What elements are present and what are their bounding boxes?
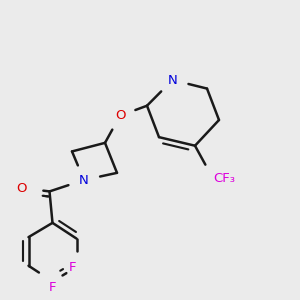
Text: N: N [168, 74, 177, 86]
Text: N: N [79, 173, 89, 187]
Text: O: O [115, 109, 125, 122]
Text: F: F [69, 261, 76, 274]
Text: O: O [16, 182, 27, 195]
Text: F: F [49, 281, 56, 294]
Text: CF₃: CF₃ [213, 172, 235, 185]
